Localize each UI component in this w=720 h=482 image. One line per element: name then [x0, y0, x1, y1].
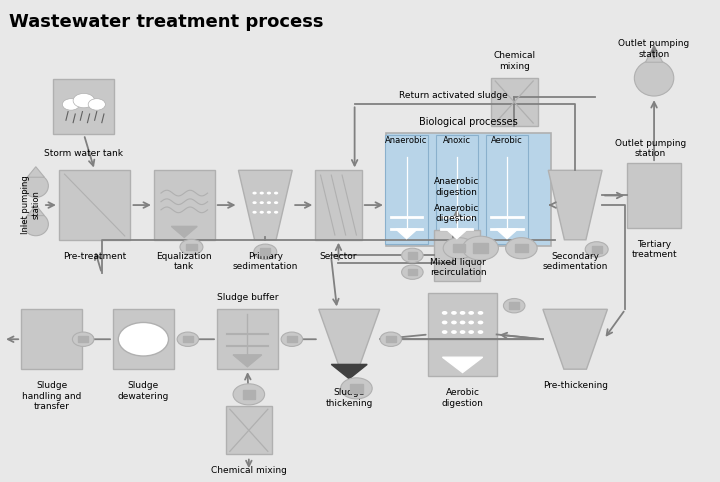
- FancyBboxPatch shape: [225, 406, 272, 454]
- Polygon shape: [543, 309, 608, 369]
- FancyBboxPatch shape: [433, 230, 480, 281]
- Circle shape: [254, 244, 276, 259]
- Circle shape: [462, 236, 498, 260]
- Text: Outlet pumping
station: Outlet pumping station: [618, 40, 690, 59]
- Text: Anaerobic
digestion: Anaerobic digestion: [434, 177, 480, 197]
- Circle shape: [459, 311, 465, 315]
- Circle shape: [380, 332, 402, 347]
- Circle shape: [442, 330, 448, 334]
- Circle shape: [73, 332, 94, 347]
- FancyBboxPatch shape: [78, 336, 88, 343]
- FancyBboxPatch shape: [386, 133, 551, 246]
- Polygon shape: [171, 227, 197, 238]
- FancyBboxPatch shape: [408, 252, 417, 259]
- FancyBboxPatch shape: [315, 170, 361, 240]
- Polygon shape: [319, 309, 379, 369]
- Text: Anaerobic: Anaerobic: [385, 135, 428, 145]
- Polygon shape: [446, 229, 467, 239]
- Text: Aerobic: Aerobic: [491, 135, 523, 145]
- Circle shape: [267, 192, 271, 195]
- Text: Sludge
dewatering: Sludge dewatering: [117, 381, 169, 401]
- Circle shape: [442, 321, 448, 324]
- Circle shape: [118, 322, 168, 356]
- FancyBboxPatch shape: [21, 309, 82, 369]
- Circle shape: [177, 332, 199, 347]
- Circle shape: [468, 330, 474, 334]
- Text: Pre-thickening: Pre-thickening: [543, 381, 608, 390]
- FancyBboxPatch shape: [113, 309, 174, 369]
- Circle shape: [459, 330, 465, 334]
- Circle shape: [260, 192, 264, 195]
- Text: Sludge
thickening: Sludge thickening: [325, 388, 373, 408]
- Text: Primary
sedimentation: Primary sedimentation: [233, 252, 298, 271]
- Circle shape: [73, 94, 94, 108]
- FancyBboxPatch shape: [515, 244, 528, 253]
- Text: Sludge buffer: Sludge buffer: [217, 293, 278, 302]
- Circle shape: [402, 248, 423, 263]
- FancyBboxPatch shape: [183, 336, 193, 343]
- Circle shape: [505, 238, 537, 259]
- Circle shape: [477, 330, 483, 334]
- Text: Secondary
sedimentation: Secondary sedimentation: [542, 252, 608, 271]
- Circle shape: [274, 192, 278, 195]
- Text: Anaerobic
digestion: Anaerobic digestion: [434, 203, 480, 223]
- Circle shape: [260, 201, 264, 204]
- FancyBboxPatch shape: [428, 293, 497, 376]
- FancyBboxPatch shape: [408, 269, 417, 275]
- Text: Biological processes: Biological processes: [419, 118, 518, 127]
- FancyBboxPatch shape: [453, 244, 465, 253]
- Circle shape: [180, 240, 203, 254]
- Circle shape: [444, 238, 474, 259]
- FancyBboxPatch shape: [509, 303, 519, 309]
- Text: Selector: Selector: [320, 252, 357, 261]
- Circle shape: [459, 321, 465, 324]
- Text: Equalization
tank: Equalization tank: [156, 252, 212, 271]
- Circle shape: [253, 201, 257, 204]
- Text: Sludge
handling and
transfer: Sludge handling and transfer: [22, 381, 81, 411]
- Circle shape: [402, 265, 423, 280]
- Circle shape: [585, 241, 608, 257]
- FancyBboxPatch shape: [53, 79, 114, 134]
- FancyBboxPatch shape: [436, 134, 478, 244]
- Circle shape: [468, 311, 474, 315]
- Ellipse shape: [634, 60, 674, 96]
- Circle shape: [260, 211, 264, 214]
- Polygon shape: [496, 229, 518, 239]
- Text: Outlet pumping
station: Outlet pumping station: [615, 139, 686, 158]
- Text: Aerobic
digestion: Aerobic digestion: [441, 388, 484, 408]
- Text: Tertiary
treatment: Tertiary treatment: [631, 240, 677, 259]
- Text: Inlet pumping
station: Inlet pumping station: [22, 175, 41, 234]
- Ellipse shape: [23, 174, 48, 198]
- Text: Return activated sludge: Return activated sludge: [399, 91, 508, 100]
- FancyBboxPatch shape: [287, 336, 297, 343]
- Text: Chemical mixing: Chemical mixing: [211, 466, 287, 475]
- Text: Wastewater treatment process: Wastewater treatment process: [9, 13, 323, 31]
- Circle shape: [267, 211, 271, 214]
- FancyBboxPatch shape: [627, 163, 681, 228]
- Polygon shape: [233, 355, 262, 367]
- Circle shape: [267, 201, 271, 204]
- Circle shape: [63, 99, 80, 110]
- Circle shape: [442, 311, 448, 315]
- Polygon shape: [443, 357, 482, 373]
- Circle shape: [233, 384, 265, 405]
- Circle shape: [451, 311, 456, 315]
- FancyBboxPatch shape: [473, 243, 487, 253]
- FancyBboxPatch shape: [59, 170, 130, 240]
- FancyBboxPatch shape: [260, 248, 271, 255]
- FancyBboxPatch shape: [217, 309, 278, 369]
- Polygon shape: [645, 45, 662, 62]
- FancyBboxPatch shape: [386, 336, 396, 343]
- FancyBboxPatch shape: [243, 390, 255, 399]
- FancyBboxPatch shape: [491, 78, 538, 126]
- Text: Storm water tank: Storm water tank: [45, 149, 123, 158]
- Text: Mixed liquor
recirculation: Mixed liquor recirculation: [431, 258, 487, 277]
- FancyBboxPatch shape: [592, 246, 602, 253]
- Circle shape: [274, 211, 278, 214]
- Polygon shape: [27, 167, 45, 177]
- Circle shape: [281, 332, 302, 347]
- Ellipse shape: [23, 213, 48, 236]
- Circle shape: [477, 321, 483, 324]
- Circle shape: [477, 311, 483, 315]
